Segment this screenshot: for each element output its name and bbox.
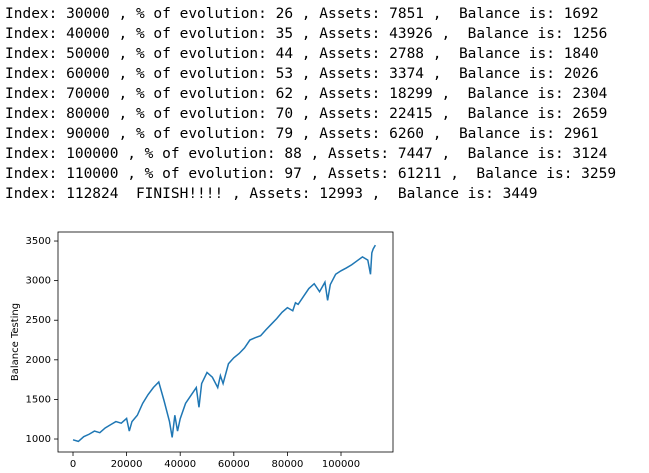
y-tick-label: 2000 [26,355,51,366]
y-tick-label: 1000 [26,434,51,445]
output-line: Index: 100000 , % of evolution: 88 , Ass… [5,146,608,162]
y-tick-label: 3000 [26,276,51,287]
output-line: Index: 60000 , % of evolution: 53 , Asse… [5,66,599,82]
output-line: Index: 30000 , % of evolution: 26 , Asse… [5,6,599,22]
output-line: Index: 80000 , % of evolution: 70 , Asse… [5,106,607,122]
output-line: Index: 50000 , % of evolution: 44 , Asse… [5,46,599,62]
x-tick-label: 100000 [322,459,360,470]
x-tick-label: 0 [70,459,76,470]
x-tick-label: 60000 [218,459,250,470]
output-line: Index: 90000 , % of evolution: 79 , Asse… [5,126,599,142]
x-tick-label: 40000 [164,459,196,470]
y-tick-label: 3500 [26,236,51,247]
balance-line [72,244,377,443]
x-tick-label: 20000 [111,459,143,470]
plot-frame [57,231,394,453]
y-tick-label: 1500 [26,394,51,405]
x-tick-label: 80000 [272,459,304,470]
y-tick-label: 2500 [26,315,51,326]
y-axis-label: Balance Testing [10,303,21,381]
output-line: Index: 110000 , % of evolution: 97 , Ass… [5,166,616,182]
output-line: Index: 70000 , % of evolution: 62 , Asse… [5,86,608,102]
output-line: Index: 112824 FINISH!!!! , Assets: 12993… [5,186,538,202]
output-line: Index: 40000 , % of evolution: 35 , Asse… [5,26,607,42]
